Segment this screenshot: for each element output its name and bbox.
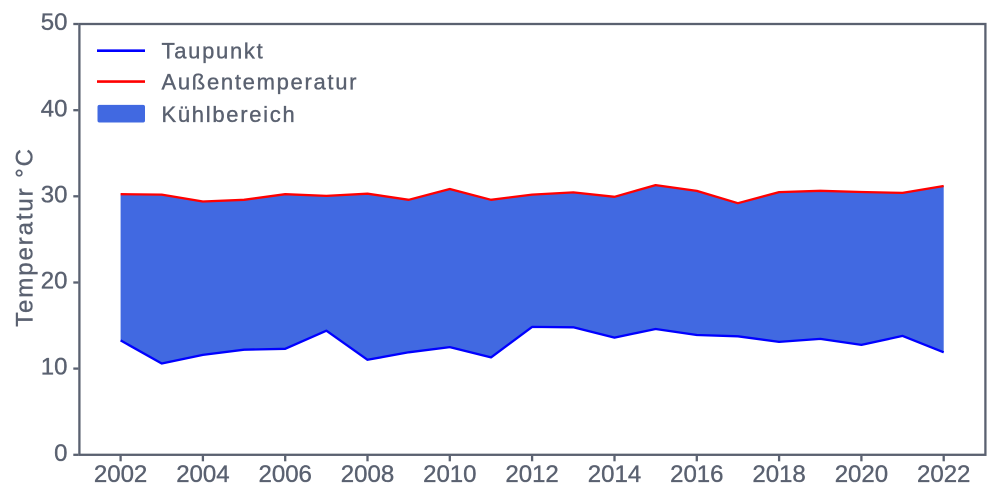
- svg-text:2008: 2008: [341, 461, 394, 488]
- svg-text:2022: 2022: [917, 461, 970, 488]
- svg-text:Temperatur °C: Temperatur °C: [12, 147, 39, 327]
- svg-text:10: 10: [41, 354, 68, 381]
- svg-text:Kühlbereich: Kühlbereich: [162, 102, 297, 127]
- svg-text:2016: 2016: [670, 461, 723, 488]
- svg-text:Taupunkt: Taupunkt: [162, 39, 265, 64]
- svg-text:2018: 2018: [752, 461, 805, 488]
- svg-text:50: 50: [41, 9, 68, 36]
- svg-text:Außentemperatur: Außentemperatur: [162, 70, 359, 95]
- svg-text:30: 30: [41, 181, 68, 208]
- svg-text:2006: 2006: [259, 461, 312, 488]
- svg-text:2010: 2010: [423, 461, 476, 488]
- svg-text:40: 40: [41, 95, 68, 122]
- svg-text:2004: 2004: [176, 461, 229, 488]
- svg-text:2002: 2002: [94, 461, 147, 488]
- svg-text:2020: 2020: [835, 461, 888, 488]
- svg-text:2014: 2014: [588, 461, 641, 488]
- svg-text:20: 20: [41, 268, 68, 295]
- svg-text:2012: 2012: [505, 461, 558, 488]
- svg-text:0: 0: [54, 440, 67, 467]
